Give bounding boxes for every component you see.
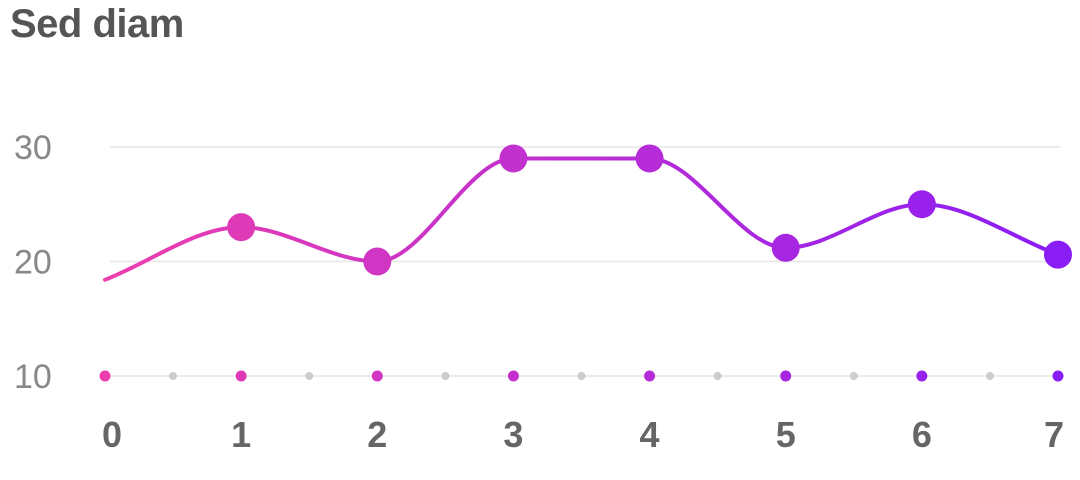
x-axis-minor-dot [985,372,994,380]
y-tick-label: 20 [14,244,52,282]
x-axis-major-dot [99,370,111,382]
chart-title: Sed diam [10,2,184,46]
x-tick-label: 5 [776,414,796,455]
data-point-marker[interactable] [499,144,528,173]
x-axis-major-dot [1052,370,1064,382]
x-axis-major-dot [780,370,792,382]
x-axis-tick-labels: 0 1 2 3 4 5 6 7 [102,414,1064,455]
y-axis-tick-labels: 30 20 10 [14,129,52,396]
x-axis-minor-dot [441,372,450,380]
x-axis-major-dot [644,370,656,382]
x-tick-label: 0 [102,414,122,455]
grid-layer [110,146,1060,377]
y-tick-label: 30 [14,129,52,167]
x-tick-label: 6 [912,414,932,455]
x-axis-major-dot [916,370,928,382]
x-tick-label: 1 [231,414,251,455]
x-axis-major-dot [371,370,383,382]
x-axis-minor-dots [99,370,1064,382]
y-tick-label: 10 [14,358,52,396]
data-point-marker[interactable] [363,247,392,276]
data-point-marker[interactable] [1044,240,1072,269]
x-axis-minor-dot [305,372,314,380]
x-axis-minor-dot [577,372,586,380]
x-tick-label: 2 [367,414,387,455]
data-point-marker[interactable] [635,144,664,173]
x-tick-label: 7 [1044,414,1064,455]
series-layer [103,144,1072,282]
x-tick-label: 4 [640,414,660,455]
x-axis-minor-dot [713,372,722,380]
series-line [103,156,1060,282]
data-point-marker[interactable] [227,213,256,242]
x-axis-major-dot [507,370,519,382]
x-axis-minor-dot [169,372,178,380]
x-tick-label: 3 [503,414,523,455]
data-point-marker[interactable] [907,190,936,219]
x-axis-minor-dot [849,372,858,380]
x-axis-major-dot [235,370,247,382]
data-point-marker[interactable] [771,233,800,262]
